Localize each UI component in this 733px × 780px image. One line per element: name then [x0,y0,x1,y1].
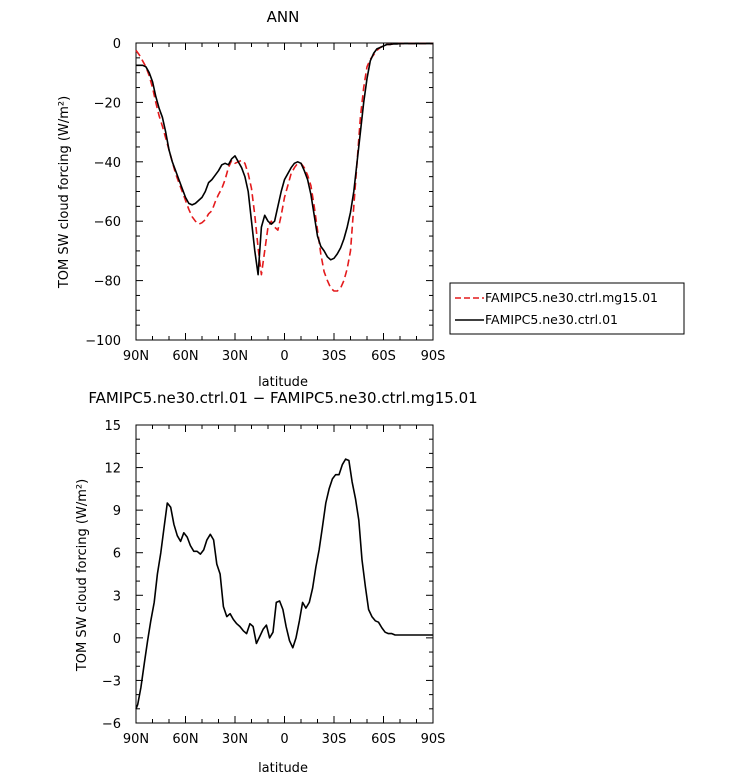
legend-label-mg15: FAMIPC5.ne30.ctrl.mg15.01 [485,290,658,305]
legend-label-ctrl: FAMIPC5.ne30.ctrl.01 [485,312,618,327]
top-series-line-1 [136,42,433,276]
top-x-tick-label: 30N [222,349,248,364]
bottom-y-tick-label: 15 [104,419,121,434]
bottom-y-tick-label: 0 [113,632,121,647]
top-plot-area: 90N 60N 30N 0 30S 60S 90S 0 −20 −40 −60 −80 −100 [85,37,445,364]
bottom-x-tick-label: 0 [280,732,288,747]
top-series-line-0 [135,42,433,292]
top-panel: ANN 90N 60N 30N 0 30S 60S 90S 0 −20 −40 −60 −80 −100… [57,8,685,390]
bottom-y-tick-label: −6 [102,717,121,732]
bottom-panel: FAMIPC5.ne30.ctrl.01 − FAMIPC5.ne30.ctrl… [75,389,478,776]
bottom-y-tick-label: 6 [113,547,121,562]
bottom-series-line-0 [135,458,433,710]
bottom-x-tick-label: 30S [322,732,347,747]
top-x-tick-label: 90N [123,349,149,364]
top-y-tick-label: −40 [94,156,121,171]
bottom-plot-area: 90N 60N 30N 0 30S 60S 90S 15 12 9 6 3 0 −3 −6 [102,419,446,747]
bottom-x-tick-label: 90S [421,732,446,747]
bottom-y-tick-label: 9 [113,504,121,519]
legend: FAMIPC5.ne30.ctrl.mg15.01 FAMIPC5.ne30.c… [449,282,685,335]
bottom-chart-title: FAMIPC5.ne30.ctrl.01 − FAMIPC5.ne30.ctrl… [88,389,477,407]
bottom-y-tick-label: 3 [113,589,121,604]
top-y-axis-label: TOM SW cloud forcing (W/m²) [57,96,72,289]
bottom-x-tick-label: 30N [222,732,248,747]
bottom-x-tick-label: 60S [371,732,396,747]
top-x-tick-label: 30S [322,349,347,364]
top-x-tick-label: 60N [172,349,198,364]
top-x-tick-label: 60S [371,349,396,364]
bottom-y-tick-label: −3 [102,674,121,689]
top-y-tick-label: −20 [94,96,121,111]
top-plot-frame [135,42,434,341]
top-y-tick-label: −60 [94,215,121,230]
bottom-plot-frame [135,424,434,724]
bottom-x-axis-label: latitude [258,761,308,776]
bottom-y-axis-label: TOM SW cloud forcing (W/m²) [75,479,90,672]
top-y-tick-label: −100 [85,334,121,349]
bottom-x-tick-label: 90N [123,732,149,747]
top-x-tick-label: 0 [280,349,288,364]
bottom-x-tick-label: 60N [172,732,198,747]
top-x-tick-label: 90S [421,349,446,364]
top-y-tick-label: −80 [94,275,121,290]
top-x-axis-label: latitude [258,375,308,390]
legend-box [449,282,685,335]
top-y-tick-label: 0 [113,37,121,52]
bottom-y-tick-label: 12 [104,462,121,477]
top-chart-title: ANN [267,8,300,26]
